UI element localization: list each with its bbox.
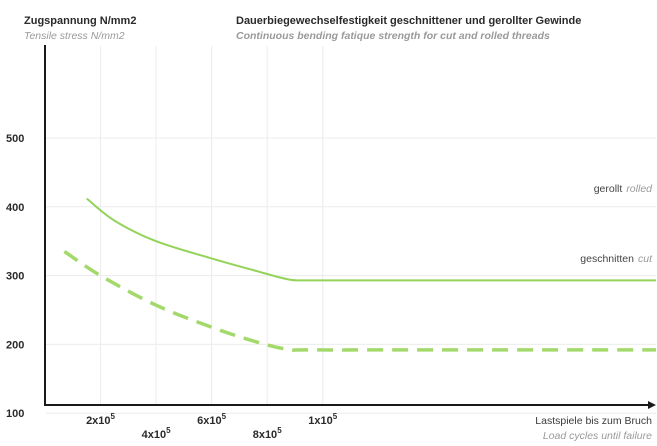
y-tick-labels: 100 200 300 400 500 bbox=[6, 133, 24, 420]
y-tick-label: 300 bbox=[6, 271, 24, 283]
x-tick-label: 6x105 bbox=[197, 412, 226, 427]
y-tick-label: 200 bbox=[6, 339, 24, 351]
x-tick-label: 2x105 bbox=[86, 412, 115, 427]
x-tick-labels: 2x105 4x105 6x105 8x105 1x105 bbox=[86, 412, 338, 441]
x-axis-subtitle: Load cycles until failure bbox=[543, 430, 652, 442]
grid bbox=[46, 46, 656, 414]
series-label-cut-en: cut bbox=[638, 253, 653, 265]
series-lines bbox=[63, 197, 656, 352]
series-label-cut: geschnitten cut bbox=[580, 253, 653, 265]
x-tick-label: 8x105 bbox=[253, 426, 282, 441]
y-tick-label: 500 bbox=[6, 133, 24, 145]
series-label-rolled-en: rolled bbox=[626, 183, 653, 195]
y-tick-label: 100 bbox=[6, 408, 24, 420]
x-axis-title: Lastspiele bis zum Bruch bbox=[535, 415, 652, 427]
x-tick-label: 4x105 bbox=[142, 426, 171, 441]
chart-title: Dauerbiegewechselfestigkeit geschnittene… bbox=[236, 15, 581, 27]
y-tick-label: 400 bbox=[6, 202, 24, 214]
x-tick-label: 1x105 bbox=[308, 412, 337, 427]
y-axis-title: Zugspannung N/mm2 bbox=[24, 15, 136, 27]
series-label-rolled-de: gerollt bbox=[594, 183, 623, 195]
series-line-rolled bbox=[86, 197, 656, 282]
y-axis-subtitle: Tensile stress N/mm2 bbox=[24, 30, 125, 42]
chart-subtitle: Continuous bending fatique strength for … bbox=[236, 30, 550, 42]
series-label-cut-de: geschnitten bbox=[580, 253, 634, 265]
series-line-cut bbox=[63, 250, 656, 352]
x-axis-arrow bbox=[648, 401, 656, 409]
series-label-rolled: gerollt rolled bbox=[594, 183, 653, 195]
